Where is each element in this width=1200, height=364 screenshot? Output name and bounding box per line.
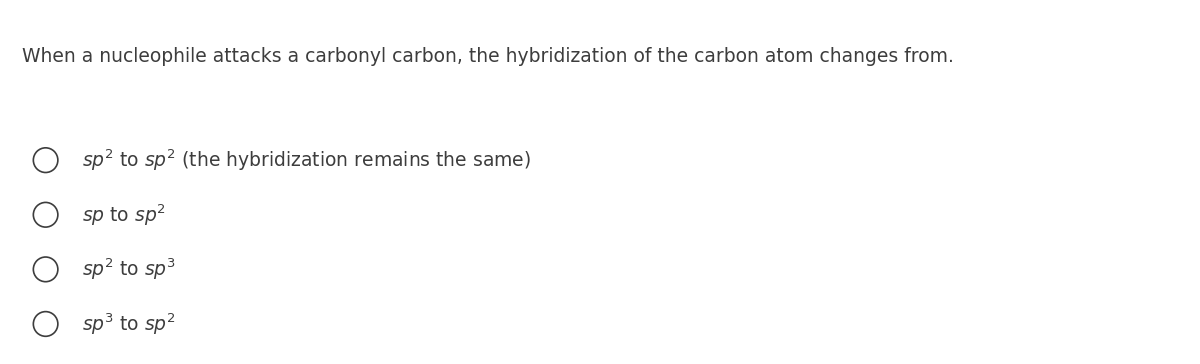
Text: $\mathit{sp}^2$ to $\mathit{sp}^3$: $\mathit{sp}^2$ to $\mathit{sp}^3$	[82, 257, 175, 282]
Text: $\mathit{sp}^2$ to $\mathit{sp}^2$ (the hybridization remains the same): $\mathit{sp}^2$ to $\mathit{sp}^2$ (the …	[82, 147, 530, 173]
Text: $\mathit{sp}^3$ to $\mathit{sp}^2$: $\mathit{sp}^3$ to $\mathit{sp}^2$	[82, 311, 175, 337]
Text: When a nucleophile attacks a carbonyl carbon, the hybridization of the carbon at: When a nucleophile attacks a carbonyl ca…	[22, 47, 954, 66]
Text: $\mathit{sp}$ to $\mathit{sp}^2$: $\mathit{sp}$ to $\mathit{sp}^2$	[82, 202, 166, 228]
